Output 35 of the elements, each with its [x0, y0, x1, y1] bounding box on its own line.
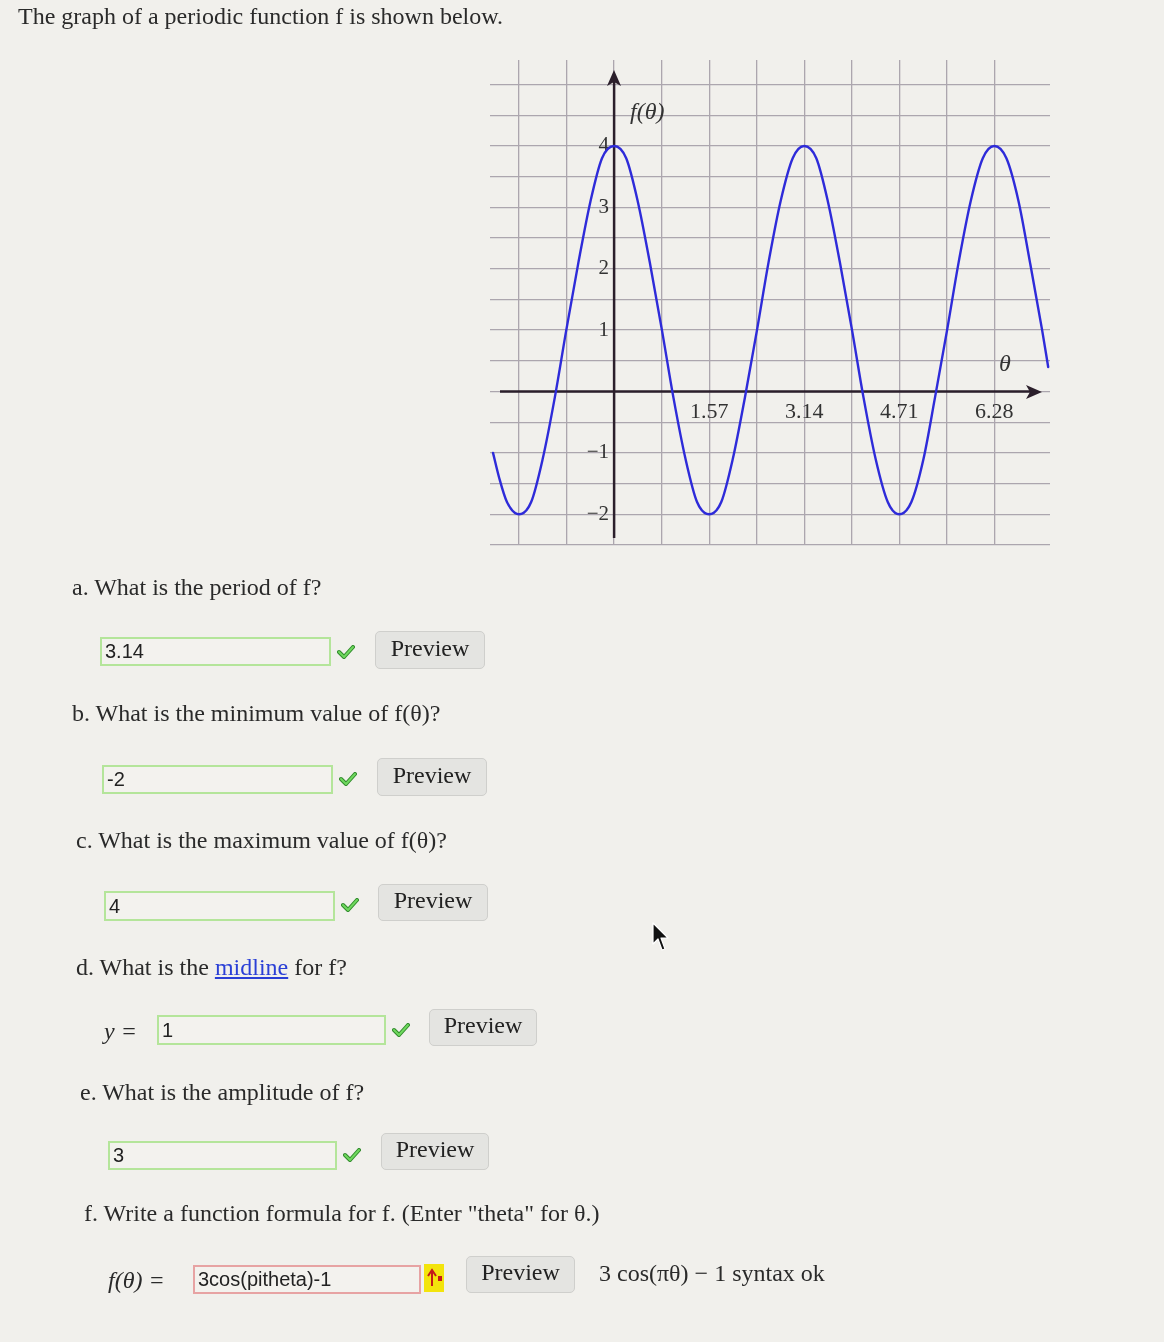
text: b. What is the minimum value of f(θ)?: [72, 700, 441, 726]
text: 3 cos(πθ) − 1 syntax ok: [599, 1260, 825, 1286]
x-axis-title: θ: [999, 349, 1012, 376]
x-tick-label: 1.57: [689, 398, 729, 424]
text: f(θ) =: [108, 1267, 165, 1293]
y-axis-title: f(θ): [630, 98, 665, 125]
text-field: -2: [102, 765, 333, 794]
text-field: 3.14: [100, 637, 331, 666]
text: e. What is the amplitude of f?: [80, 1079, 365, 1105]
text: y =: [104, 1018, 137, 1044]
text: c. What is the maximum value of f(θ)?: [76, 827, 447, 853]
text: midline: [214, 954, 289, 980]
x-tick-label: 4.71: [880, 398, 919, 424]
text: Preview: [443, 1012, 523, 1038]
y-tick-label: 1: [598, 316, 610, 341]
x-tick-label: 6.28: [975, 398, 1014, 424]
text: Preview: [395, 1136, 475, 1162]
x-tick-label: 3.14: [784, 398, 824, 424]
text: Preview: [392, 762, 472, 788]
text: d. What is the: [76, 954, 209, 980]
text: for f?: [294, 954, 347, 980]
y-tick-label: −1: [586, 439, 610, 464]
y-tick-label: 3: [598, 193, 610, 218]
text: Preview: [481, 1259, 560, 1285]
text-field: 4: [104, 891, 335, 921]
text: a. What is the period of f?: [72, 574, 322, 600]
text-field: 1: [157, 1015, 386, 1045]
y-tick-label: −2: [586, 500, 610, 525]
text-field: 3cos(pitheta)-1: [193, 1265, 421, 1294]
text: f. Write a function formula for f. (Enter "theta" for θ.): [84, 1200, 600, 1226]
y-tick-label: 2: [598, 255, 610, 280]
text: Preview: [393, 887, 473, 913]
text: Preview: [390, 635, 470, 661]
text: The graph of a periodic function f is shown below.: [18, 3, 503, 29]
text-field: 3: [108, 1141, 337, 1170]
